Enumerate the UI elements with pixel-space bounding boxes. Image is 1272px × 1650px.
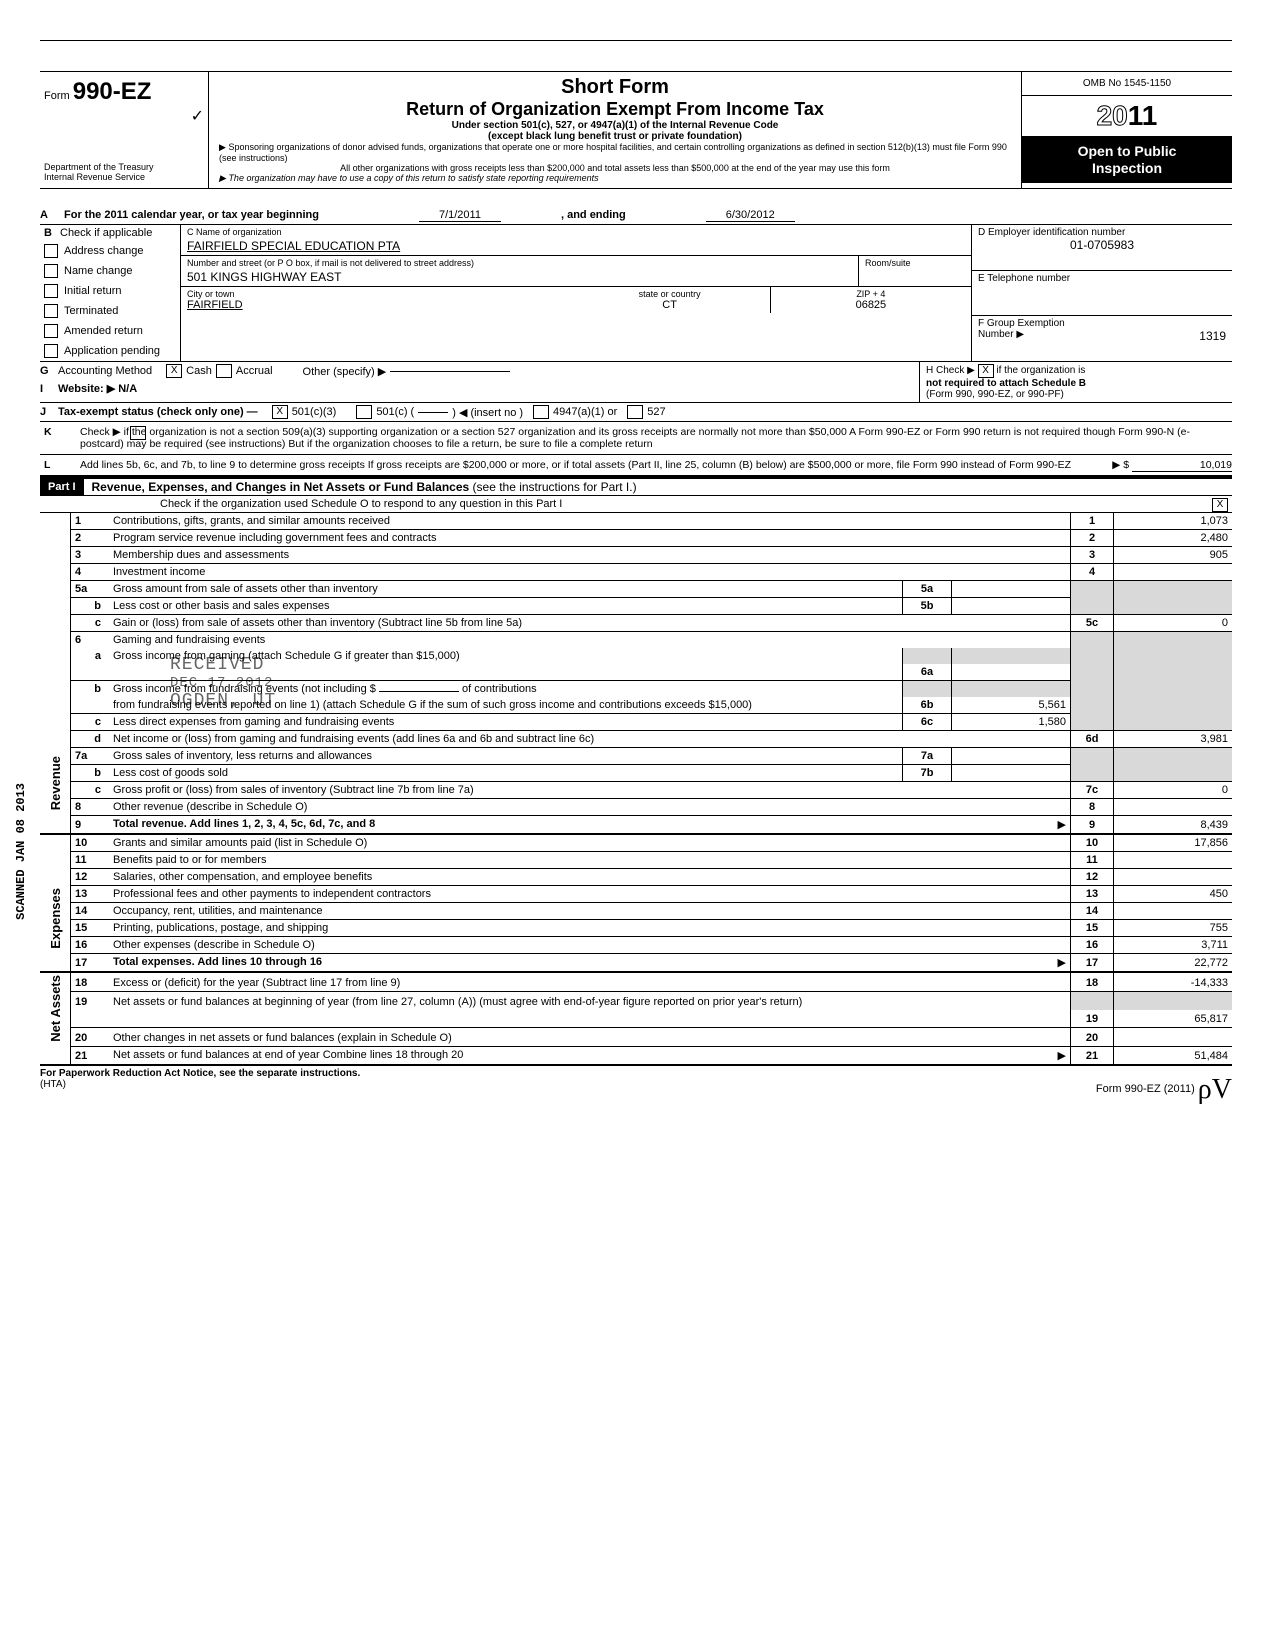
sidebar-net-assets: Net Assets (48, 975, 63, 1042)
title-short-form: Short Form (219, 76, 1011, 99)
footer: For Paperwork Reduction Act Notice, see … (40, 1066, 1232, 1100)
group-label: F Group Exemption (978, 318, 1226, 329)
small-2: All other organizations with gross recei… (219, 163, 1011, 173)
chk-address-change[interactable]: Address change (40, 241, 180, 261)
state: CT (576, 299, 764, 311)
chk-name-change[interactable]: Name change (40, 261, 180, 281)
small-1: Sponsoring organizations of donor advise… (219, 142, 1007, 163)
chk-amended[interactable]: Amended return (40, 321, 180, 341)
chk-initial-return[interactable]: Initial return (40, 281, 180, 301)
group-number: 1319 (1199, 329, 1226, 343)
chk-app-pending[interactable]: Application pending (40, 341, 180, 361)
ein: 01-0705983 (978, 238, 1226, 252)
room-label: Room/suite (865, 258, 965, 268)
form-number: 990-EZ (73, 78, 152, 105)
begin-date: 7/1/2011 (419, 209, 501, 222)
header-right: OMB No 1545-1150 2011 Open to Public Ins… (1022, 72, 1232, 188)
ein-label: D Employer identification number (978, 227, 1226, 238)
header-left: Form 990-EZ ✓ Department of the Treasury… (40, 72, 209, 188)
name-label: C Name of organization (187, 227, 965, 237)
chk-k[interactable] (130, 426, 146, 440)
subtitle-1: Under section 501(c), 527, or 4947(a)(1)… (219, 120, 1011, 131)
end-date: 6/30/2012 (706, 209, 795, 222)
chk-schedule-o[interactable]: X (1212, 498, 1228, 512)
arrow-icon: ▶ (219, 173, 226, 183)
row-a-text: For the 2011 calendar year, or tax year … (64, 209, 319, 221)
subtitle-2: (except black lung benefit trust or priv… (219, 131, 1011, 142)
chk-accrual[interactable] (216, 364, 232, 378)
tax-year: 2011 (1022, 96, 1232, 137)
dept-1: Department of the Treasury (44, 162, 204, 172)
website: Website: ▶ N/A (58, 382, 137, 395)
zip-label: ZIP + 4 (777, 289, 965, 299)
city: FAIRFIELD (187, 299, 564, 311)
sidebar-revenue: Revenue (48, 756, 63, 810)
signature-mark: ρV (1198, 1074, 1232, 1106)
arrow-icon: ▶ (219, 142, 226, 152)
row-g: G Accounting Method XCash Accrual Other … (40, 362, 919, 380)
open-to-public: Open to Public Inspection (1022, 137, 1232, 183)
schedule-o-check: Check if the organization used Schedule … (40, 496, 1232, 513)
row-i: I Website: ▶ N/A (40, 380, 919, 397)
gross-receipts: 10,019 (1132, 459, 1232, 472)
lines-table: Revenue 1 Contributions, gifts, grants, … (40, 513, 1232, 1066)
row-j: J Tax-exempt status (check only one) — X… (40, 403, 1232, 422)
row-k: K Check ▶ if the organization is not a s… (40, 422, 1232, 455)
row-a: A For the 2011 calendar year, or tax yea… (40, 207, 1232, 225)
title-return: Return of Organization Exempt From Incom… (219, 99, 1011, 120)
chk-501c[interactable] (356, 405, 372, 419)
sidebar-expenses: Expenses (48, 888, 63, 949)
italic-note: The organization may have to use a copy … (228, 173, 598, 183)
row-l: L Add lines 5b, 6c, and 7b, to line 9 to… (40, 455, 1232, 477)
org-name: FAIRFIELD SPECIAL EDUCATION PTA (187, 239, 965, 253)
city-label: City or town (187, 289, 564, 299)
line-1-val: 1,073 (1114, 513, 1233, 530)
chk-501c3[interactable]: X (272, 405, 288, 419)
chk-h[interactable]: X (978, 364, 994, 378)
header-mid: Short Form Return of Organization Exempt… (209, 72, 1022, 188)
paperwork-notice: For Paperwork Reduction Act Notice, see … (40, 1068, 360, 1079)
dept-2: Internal Revenue Service (44, 172, 204, 182)
omb: OMB No 1545-1150 (1022, 72, 1232, 96)
form-word: Form (44, 90, 70, 102)
chk-527[interactable] (627, 405, 643, 419)
scanned-stamp: SCANNED JAN 08 2013 (14, 783, 28, 920)
chk-terminated[interactable]: Terminated (40, 301, 180, 321)
street-label: Number and street (or P O box, if mail i… (187, 258, 852, 268)
zip: 06825 (777, 299, 965, 311)
line-1-desc: Contributions, gifts, grants, and simila… (109, 513, 1071, 530)
street: 501 KINGS HIGHWAY EAST (187, 270, 852, 284)
col-b: BCheck if applicable Address change Name… (40, 225, 181, 361)
tel-label: E Telephone number (978, 273, 1226, 284)
block-h: H Check ▶ X if the organization is not r… (919, 362, 1232, 402)
chk-cash[interactable]: X (166, 364, 182, 378)
part-i-header: Part I Revenue, Expenses, and Changes in… (40, 477, 1232, 496)
form-ref: Form 990-EZ (2011) (1096, 1083, 1195, 1095)
chk-4947[interactable] (533, 405, 549, 419)
form-header: Form 990-EZ ✓ Department of the Treasury… (40, 71, 1232, 189)
state-label: state or country (576, 289, 764, 299)
